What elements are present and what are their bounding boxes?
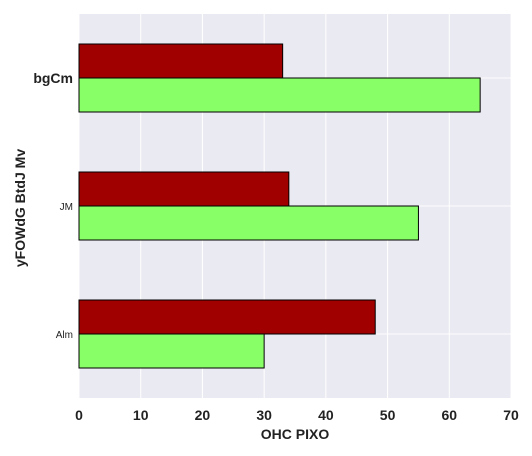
y-tick-label: JM: [60, 202, 73, 213]
bars: [78, 43, 481, 369]
x-tick-label: 30: [256, 407, 272, 423]
y-tick-label: Alm: [56, 330, 73, 341]
x-tick-label: 0: [75, 407, 83, 423]
x-tick-label: 70: [503, 407, 519, 423]
bar-series-1-Alm: [78, 299, 376, 335]
x-tick-label: 20: [195, 407, 211, 423]
bar-series-2-Alm: [78, 333, 265, 369]
bar-series-1-bgCm: [78, 43, 284, 79]
bar-series-1-JM: [78, 171, 290, 207]
x-tick-label: 50: [380, 407, 396, 423]
x-tick-label: 40: [318, 407, 334, 423]
x-tick-label: 60: [441, 407, 457, 423]
bar-series-2-bgCm: [78, 77, 481, 113]
y-axis-label: yFOWdG BtdJ Mv: [12, 149, 28, 267]
x-axis-label: OHC PIXO: [261, 426, 330, 442]
y-tick-labels: bgCm JM Alm: [33, 70, 73, 341]
bar-series-2-JM: [78, 205, 419, 241]
x-tick-label: 10: [133, 407, 149, 423]
y-tick-label: bgCm: [33, 70, 73, 86]
x-tick-labels: 0 10 20 30 40 50 60 70: [75, 407, 519, 423]
